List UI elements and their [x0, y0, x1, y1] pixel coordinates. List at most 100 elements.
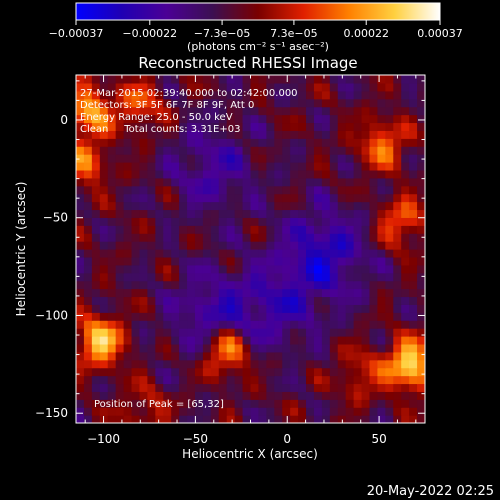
- heatmap-cell: [163, 304, 172, 313]
- heatmap-cell: [417, 241, 425, 250]
- heatmap-cell: [306, 138, 315, 147]
- heatmap-cell: [210, 138, 220, 147]
- heatmap-cell: [131, 185, 141, 195]
- heatmap-cell: [218, 114, 228, 124]
- heatmap-cell: [369, 296, 379, 305]
- heatmap-cell: [163, 138, 172, 147]
- heatmap-cell: [329, 185, 339, 195]
- heatmap-cell: [266, 122, 275, 131]
- heatmap-cell: [313, 114, 323, 124]
- heatmap-cell: [361, 162, 371, 171]
- heatmap-cell: [250, 383, 260, 392]
- heatmap-cell: [99, 407, 109, 416]
- heatmap-cell: [369, 169, 379, 179]
- heatmap-cell: [99, 106, 109, 116]
- heatmap-cell: [91, 90, 101, 100]
- heatmap-cell: [353, 114, 363, 124]
- heatmap-cell: [218, 336, 228, 345]
- heatmap-cell: [266, 312, 275, 321]
- heatmap-cell: [401, 82, 410, 92]
- heatmap-cell: [115, 177, 125, 187]
- heatmap-cell: [83, 225, 93, 234]
- heatmap-cell: [369, 75, 379, 84]
- heatmap-cell: [83, 328, 93, 337]
- heatmap-cell: [290, 320, 299, 329]
- heatmap-cell: [290, 264, 299, 274]
- heatmap-cell: [274, 162, 283, 171]
- heatmap-cell: [417, 328, 425, 337]
- heatmap-cell: [345, 122, 355, 131]
- heatmap-cell: [91, 272, 101, 282]
- heatmap-cell: [417, 367, 425, 377]
- heatmap-cell: [202, 288, 212, 298]
- heatmap-cell: [337, 336, 347, 345]
- heatmap-cell: [91, 106, 101, 116]
- heatmap-cell: [274, 399, 283, 408]
- heatmap-cell: [337, 383, 347, 392]
- heatmap-cell: [242, 351, 252, 361]
- heatmap-cell: [361, 264, 371, 274]
- heatmap-cell: [91, 169, 101, 179]
- heatmap-cell: [250, 367, 260, 377]
- heatmap-cell: [385, 407, 394, 416]
- heatmap-cell: [115, 336, 125, 345]
- heatmap-cell: [139, 367, 148, 377]
- heatmap-cell: [76, 383, 85, 392]
- heatmap-cell: [274, 146, 283, 155]
- heatmap-cell: [194, 241, 204, 250]
- heatmap-cell: [163, 375, 172, 385]
- y-tick-label: −100: [35, 308, 68, 322]
- heatmap-cell: [139, 375, 148, 385]
- heatmap-cell: [171, 90, 180, 100]
- heatmap-cell: [91, 185, 101, 195]
- heatmap-cell: [282, 304, 291, 313]
- heatmap-cell: [83, 367, 93, 377]
- heatmap-cell: [290, 336, 299, 345]
- heatmap-cell: [321, 288, 331, 298]
- heatmap-cell: [115, 249, 125, 258]
- heatmap-cell: [218, 217, 228, 226]
- heatmap-cell: [266, 169, 275, 179]
- heatmap-cell: [99, 256, 109, 266]
- heatmap-cell: [226, 98, 236, 108]
- heatmap-cell: [306, 225, 315, 234]
- heatmap-cell: [298, 343, 307, 353]
- heatmap-cell: [369, 407, 379, 416]
- heatmap-cell: [353, 280, 363, 290]
- heatmap-cell: [242, 304, 252, 313]
- heatmap-cell: [377, 407, 386, 416]
- heatmap-cell: [306, 328, 315, 337]
- heatmap-cell: [409, 304, 418, 313]
- heatmap-cell: [147, 249, 156, 258]
- heatmap-cell: [218, 146, 228, 155]
- heatmap-cell: [353, 225, 363, 234]
- heatmap-cell: [401, 201, 410, 211]
- heatmap-cell: [91, 146, 101, 155]
- heatmap-cell: [76, 328, 85, 337]
- heatmap-cell: [123, 209, 133, 218]
- heatmap-cell: [171, 114, 180, 124]
- heatmap-cell: [234, 264, 244, 274]
- heatmap-cell: [179, 169, 188, 179]
- heatmap-cell: [179, 288, 188, 298]
- heatmap-cell: [282, 256, 291, 266]
- heatmap-cell: [361, 90, 371, 100]
- heatmap-cell: [385, 225, 394, 234]
- heatmap-cell: [401, 146, 410, 155]
- heatmap-cell: [139, 359, 148, 369]
- heatmap-cell: [377, 343, 386, 353]
- heatmap-cell: [313, 122, 323, 131]
- heatmap-cell: [76, 146, 85, 155]
- heatmap-cell: [139, 272, 148, 282]
- heatmap-cell: [353, 351, 363, 361]
- heatmap-cell: [369, 98, 379, 108]
- heatmap-cell: [123, 154, 133, 163]
- heatmap-cell: [306, 351, 315, 361]
- heatmap-cell: [234, 399, 244, 408]
- y-tick-label: −150: [35, 406, 68, 420]
- heatmap-cell: [329, 375, 339, 385]
- heatmap-cell: [321, 138, 331, 147]
- heatmap-cell: [179, 399, 188, 408]
- heatmap-cell: [337, 399, 347, 408]
- heatmap-cell: [210, 288, 220, 298]
